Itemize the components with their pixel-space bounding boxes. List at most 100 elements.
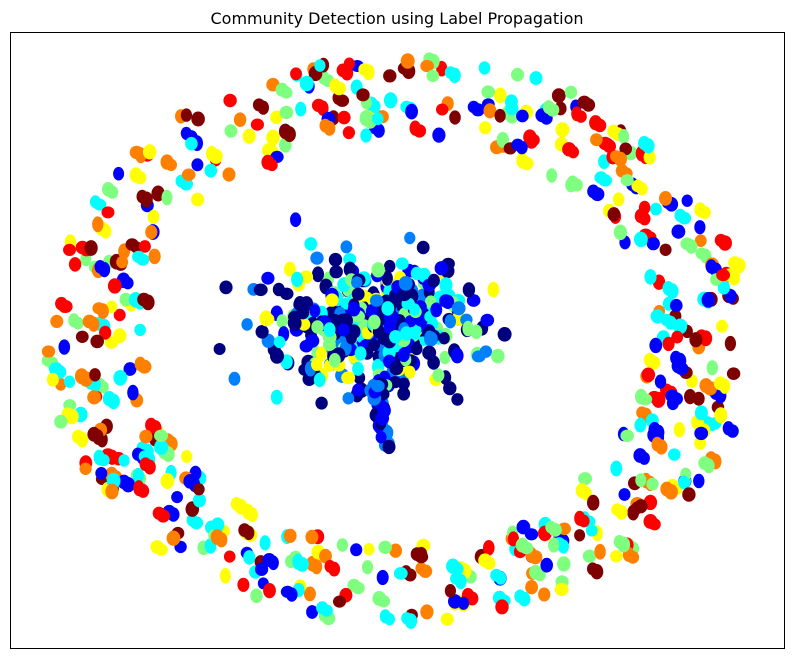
graph-node: [88, 316, 100, 332]
graph-node: [299, 75, 314, 92]
graph-node: [121, 477, 136, 493]
graph-node: [113, 370, 128, 386]
graph-node: [319, 548, 332, 564]
graph-node: [228, 371, 241, 386]
graph-node: [340, 240, 353, 254]
graph-node: [694, 234, 707, 247]
graph-node: [376, 569, 389, 586]
graph-node: [291, 271, 304, 287]
graph-node: [587, 494, 600, 511]
graph-node: [438, 332, 450, 345]
graph-node: [107, 393, 120, 410]
graph-node: [528, 550, 543, 565]
graph-node: [612, 192, 625, 207]
graph-node: [651, 391, 666, 408]
graph-node: [345, 331, 357, 345]
graph-node: [706, 360, 718, 376]
graph-node: [565, 177, 577, 193]
graph-node: [99, 325, 112, 340]
graph-node: [283, 126, 296, 143]
graph-node: [160, 472, 175, 489]
graph-node: [653, 424, 665, 440]
graph-node: [689, 332, 703, 348]
graph-node: [290, 67, 302, 81]
graph-node: [483, 556, 496, 570]
graph-node: [375, 411, 390, 426]
graph-node: [384, 318, 397, 332]
graph-node: [325, 293, 339, 307]
graph-node: [582, 549, 597, 563]
graph-node: [93, 198, 107, 211]
graph-node: [466, 294, 481, 307]
graph-node: [578, 514, 590, 528]
graph-node: [400, 326, 413, 341]
graph-node: [314, 59, 326, 72]
graph-node: [717, 280, 731, 295]
graph-node: [495, 571, 507, 585]
graph-node: [669, 392, 684, 406]
graph-node: [480, 313, 495, 327]
graph-node: [618, 488, 631, 501]
graph-node: [420, 604, 434, 620]
graph-node: [567, 145, 579, 159]
graph-node: [594, 543, 606, 560]
graph-node: [698, 206, 711, 219]
graph-node: [393, 567, 408, 580]
graph-node: [223, 550, 236, 563]
graph-node: [106, 300, 118, 313]
graph-node: [296, 306, 310, 320]
graph-node: [299, 339, 313, 353]
graph-node: [450, 347, 464, 364]
graph-node: [534, 568, 546, 582]
graph-node: [418, 564, 433, 578]
graph-node: [343, 253, 357, 266]
graph-node: [191, 158, 204, 172]
graph-node: [618, 129, 630, 144]
graph-node: [224, 124, 238, 138]
graph-node: [434, 261, 449, 276]
graph-node: [671, 224, 686, 239]
graph-node: [389, 543, 402, 558]
graph-node: [84, 240, 98, 256]
graph-node: [243, 525, 255, 541]
graph-node: [92, 216, 104, 233]
graph-node: [97, 303, 109, 319]
graph-node: [189, 516, 204, 530]
graph-node: [693, 473, 705, 489]
graph-node: [578, 472, 593, 486]
graph-node: [634, 499, 648, 514]
graph-node: [286, 587, 298, 602]
graph-node: [191, 192, 205, 207]
graph-node: [424, 331, 438, 347]
graph-node: [649, 202, 662, 216]
graph-node: [376, 595, 391, 608]
graph-node: [362, 64, 375, 81]
graph-node: [397, 288, 412, 302]
graph-node: [525, 134, 538, 149]
graph-node: [255, 562, 269, 576]
graph-node: [279, 105, 294, 120]
graph-node: [341, 371, 356, 385]
graph-node: [634, 231, 648, 248]
graph-node: [416, 240, 430, 255]
graph-node: [414, 550, 429, 564]
graph-node: [443, 381, 457, 396]
graph-node: [678, 475, 690, 490]
graph-node: [410, 266, 423, 281]
graph-node: [426, 69, 440, 83]
graph-node: [505, 101, 519, 116]
graph-node: [641, 367, 656, 383]
graph-node: [650, 309, 665, 324]
graph-node: [310, 251, 324, 265]
graph-node: [167, 507, 180, 522]
graph-node: [410, 342, 423, 356]
graph-node: [134, 171, 147, 185]
graph-node: [620, 174, 634, 187]
graph-node: [636, 182, 648, 196]
graph-node: [682, 487, 696, 502]
graph-node: [306, 605, 319, 619]
graph-node: [564, 85, 578, 99]
graph-node: [383, 92, 398, 109]
graph-node: [593, 118, 607, 133]
graph-node: [654, 374, 667, 389]
